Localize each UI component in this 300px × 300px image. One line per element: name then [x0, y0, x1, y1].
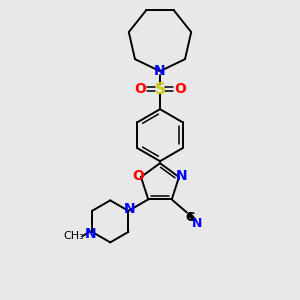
- Text: N: N: [192, 217, 202, 230]
- Text: O: O: [134, 82, 146, 96]
- Text: C: C: [185, 211, 194, 224]
- Text: O: O: [132, 169, 144, 183]
- Text: N: N: [176, 169, 188, 183]
- Text: CH₃: CH₃: [64, 231, 84, 241]
- Text: N: N: [85, 227, 97, 241]
- Text: O: O: [174, 82, 186, 96]
- Text: N: N: [154, 64, 166, 78]
- Text: N: N: [124, 202, 135, 216]
- Text: S: S: [154, 82, 166, 97]
